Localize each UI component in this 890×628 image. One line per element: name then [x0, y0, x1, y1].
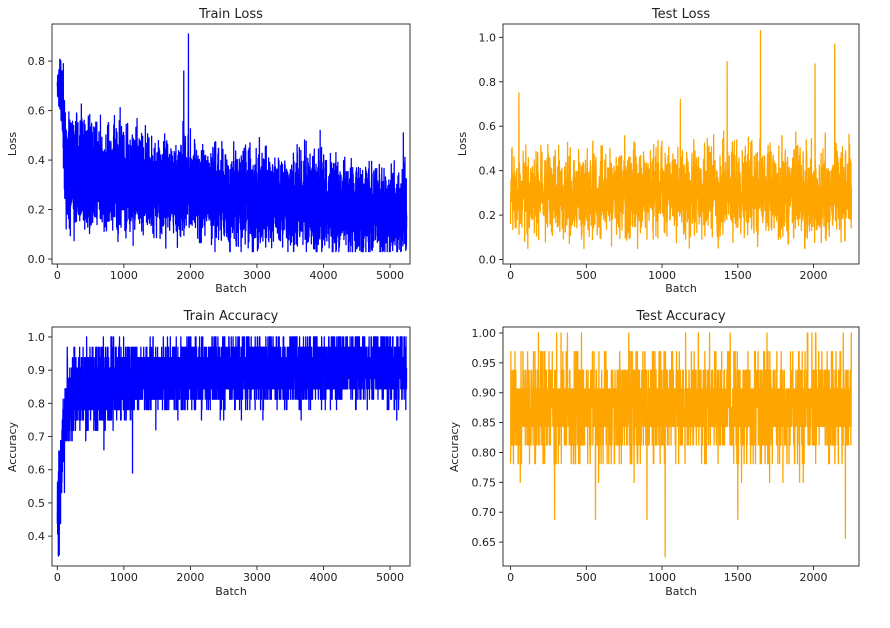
y-tick-label: 0.80 — [472, 446, 497, 459]
tick-group: 0 500 1000 1500 2000 0.65 0.70 0.75 0.80 0.85 0.90… — [472, 327, 828, 584]
y-tick-label: 0.70 — [472, 506, 497, 519]
chart-title: Train Accuracy — [183, 309, 279, 324]
panel-train-loss: Train Loss Batch Loss 0 1000 2000 3000 4000 5… — [6, 7, 411, 295]
y-tick-label: 1.0 — [28, 331, 46, 344]
y-tick-label: 0.75 — [472, 476, 497, 489]
x-tick-label: 3000 — [243, 571, 271, 584]
y-tick-label: 0.65 — [472, 536, 497, 549]
x-tick-label: 2000 — [176, 269, 204, 282]
x-tick-label: 1500 — [724, 571, 752, 584]
x-tick-label: 0 — [507, 269, 514, 282]
plot-frame — [51, 326, 411, 567]
y-tick-label: 0.6 — [28, 464, 46, 477]
x-tick-label: 5000 — [376, 269, 404, 282]
y-tick-label: 0.8 — [28, 397, 46, 410]
tick-group: 0 1000 2000 3000 4000 5000 0.0 0.2 0.4 0.6 0.8 — [28, 55, 405, 282]
plot-frame — [51, 23, 411, 265]
y-tick-label: 0.4 — [28, 530, 46, 543]
tick-group: 0 1000 2000 3000 4000 5000 0.4 0.5 0.6 0.7 0.8 0.9 1… — [28, 331, 405, 584]
y-tick-label: 0.6 — [479, 120, 497, 133]
series-line — [56, 33, 408, 253]
y-tick-label: 0.8 — [479, 76, 497, 89]
plot-frame — [502, 23, 860, 265]
y-tick-label: 0.5 — [28, 497, 46, 510]
y-tick-label: 0.90 — [472, 387, 497, 400]
x-tick-label: 0 — [54, 269, 61, 282]
series-line — [509, 30, 853, 250]
tick-group: 0 500 1000 1500 2000 0.0 0.2 0.4 0.6 0.8 1.0 — [479, 31, 828, 282]
series-line-group — [509, 30, 853, 250]
x-axis-label: Batch — [665, 282, 697, 295]
chart-title: Test Accuracy — [635, 309, 725, 324]
x-axis-label: Batch — [215, 282, 247, 295]
y-axis-label: Loss — [456, 132, 469, 156]
chart-title: Train Loss — [198, 7, 263, 22]
y-tick-label: 0.7 — [28, 431, 46, 444]
x-tick-label: 4000 — [309, 571, 337, 584]
y-tick-label: 0.2 — [479, 209, 497, 222]
x-tick-label: 1000 — [110, 269, 138, 282]
chart-title: Test Loss — [651, 7, 710, 22]
x-axis-label: Batch — [215, 585, 247, 598]
y-tick-label: 0.4 — [479, 165, 497, 178]
x-tick-label: 0 — [507, 571, 514, 584]
series-line-group — [56, 33, 408, 253]
series-line — [509, 332, 853, 558]
y-tick-label: 0.6 — [28, 105, 46, 118]
x-tick-label: 0 — [54, 571, 61, 584]
y-tick-label: 0.8 — [28, 55, 46, 68]
y-tick-label: 1.00 — [472, 327, 497, 340]
panel-test-loss: Test Loss Batch Loss 0 500 1000 1500 2000 0.0… — [456, 7, 860, 295]
x-tick-label: 1000 — [110, 571, 138, 584]
x-tick-label: 2000 — [176, 571, 204, 584]
y-tick-label: 0.95 — [472, 357, 497, 370]
y-tick-label: 0.4 — [28, 154, 46, 167]
y-tick-label: 1.0 — [479, 31, 497, 44]
x-tick-label: 500 — [576, 571, 597, 584]
panel-test-accuracy: Test Accuracy Batch Accuracy 0 500 1000 150… — [448, 309, 860, 598]
x-tick-label: 3000 — [243, 269, 271, 282]
x-tick-label: 2000 — [800, 269, 828, 282]
x-axis-label: Batch — [665, 585, 697, 598]
series-line-group — [509, 332, 853, 558]
y-axis-label: Accuracy — [448, 421, 461, 472]
y-tick-label: 0.2 — [28, 204, 46, 217]
x-tick-label: 5000 — [376, 571, 404, 584]
plot-frame — [502, 326, 860, 567]
series-line — [56, 336, 408, 557]
y-tick-label: 0.0 — [479, 254, 497, 267]
x-tick-label: 1000 — [648, 269, 676, 282]
x-tick-label: 1000 — [648, 571, 676, 584]
x-tick-label: 2000 — [800, 571, 828, 584]
panel-train-accuracy: Train Accuracy Batch Accuracy 0 1000 2000 3… — [6, 309, 411, 598]
y-axis-label: Loss — [6, 132, 19, 156]
y-tick-label: 0.0 — [28, 253, 46, 266]
series-line-group — [56, 336, 408, 557]
y-tick-label: 0.9 — [28, 364, 46, 377]
x-tick-label: 4000 — [309, 269, 337, 282]
x-tick-label: 500 — [576, 269, 597, 282]
y-axis-label: Accuracy — [6, 421, 19, 472]
x-tick-label: 1500 — [724, 269, 752, 282]
y-tick-label: 0.85 — [472, 417, 497, 430]
